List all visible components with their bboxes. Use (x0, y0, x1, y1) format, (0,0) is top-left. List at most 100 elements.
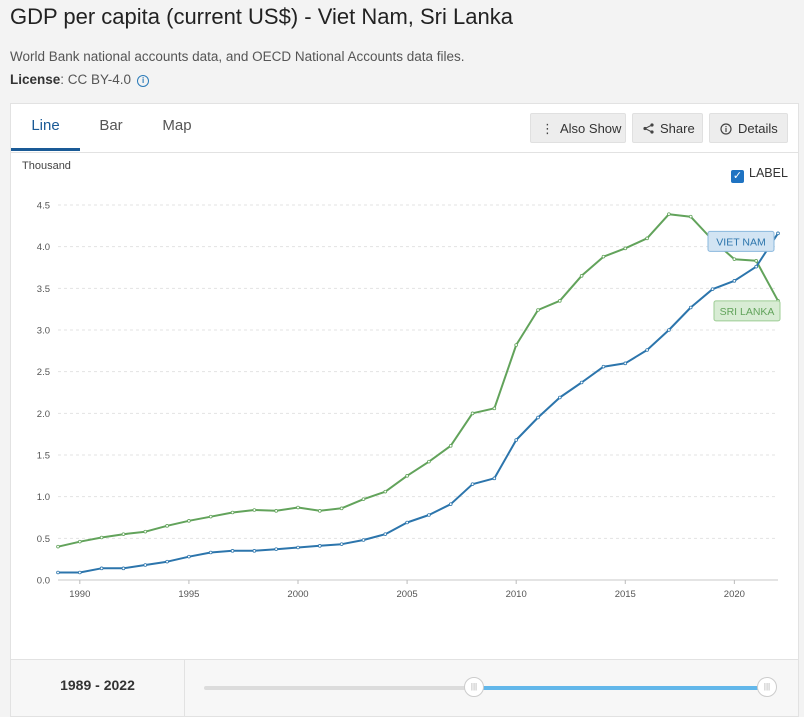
share-button[interactable]: Share (632, 113, 703, 143)
data-point (645, 348, 649, 352)
data-point (78, 570, 82, 575)
details-button[interactable]: Details (709, 113, 788, 143)
data-point (536, 415, 540, 420)
tab-line[interactable]: Line (11, 104, 80, 151)
data-point (710, 287, 715, 291)
data-point (405, 520, 409, 525)
data-point (143, 529, 148, 534)
data-point (558, 299, 562, 303)
y-tick-label: 0.0 (37, 576, 50, 587)
data-point (99, 535, 104, 540)
share-icon (643, 114, 654, 144)
label-toggle-text: LABEL (749, 166, 788, 180)
data-point (187, 519, 191, 523)
data-point (339, 542, 344, 546)
x-tick-label: 2010 (506, 589, 527, 600)
data-point (667, 212, 671, 216)
more-vertical-icon: ⋮ (541, 121, 554, 136)
data-point (318, 544, 322, 548)
range-start: 1989 (60, 677, 92, 693)
data-point (274, 509, 278, 513)
data-point (318, 509, 322, 513)
data-point (208, 514, 213, 519)
data-point (688, 305, 693, 310)
data-point (187, 554, 191, 559)
data-point (579, 274, 584, 278)
series-label-box (713, 300, 781, 322)
also-show-button[interactable]: ⋮ Also Show (530, 113, 626, 143)
data-point (754, 264, 758, 269)
data-point (383, 489, 388, 494)
license-label: License (10, 72, 61, 87)
x-tick-label: 1990 (69, 589, 90, 600)
details-label: Details (738, 121, 778, 136)
data-point (208, 550, 213, 555)
source-note: World Bank national accounts data, and O… (10, 49, 465, 64)
data-point (579, 380, 584, 385)
range-separator: - (91, 677, 104, 693)
data-point (361, 538, 366, 542)
data-point (78, 539, 82, 544)
data-point (732, 257, 737, 261)
data-point (56, 544, 60, 549)
y-tick-label: 3.5 (37, 284, 50, 295)
range-end: 2022 (103, 677, 135, 693)
label-toggle[interactable]: ✓ LABEL (731, 166, 788, 183)
data-point (274, 547, 278, 551)
range-slider-fill (474, 686, 769, 690)
data-point (121, 566, 126, 571)
x-tick-label: 2015 (615, 589, 636, 600)
data-point (230, 549, 235, 553)
data-point (732, 279, 737, 283)
y-axis-unit: Thousand (22, 160, 71, 172)
y-tick-label: 4.5 (37, 201, 50, 212)
data-point (165, 524, 169, 528)
data-point (470, 411, 475, 416)
tab-map[interactable]: Map (162, 117, 192, 134)
info-icon[interactable]: i (137, 75, 150, 87)
series-label: SRI LANKA (720, 306, 775, 318)
data-point (514, 438, 518, 442)
data-point (558, 395, 562, 400)
data-point (448, 444, 453, 448)
chart-tabs: Line Bar Map ⋮ Also Show Share Details (11, 104, 798, 153)
also-show-label: Also Show (560, 121, 622, 136)
data-point (143, 563, 148, 567)
license-line: License: CC BY-4.0 i (10, 72, 150, 87)
data-point (754, 259, 758, 263)
page-title: GDP per capita (current US$) - Viet Nam,… (10, 4, 513, 29)
y-tick-label: 2.5 (37, 367, 50, 378)
data-point (383, 532, 388, 536)
label-checkbox[interactable]: ✓ (731, 170, 744, 183)
data-point (56, 570, 60, 575)
data-point (405, 474, 409, 478)
data-point (514, 343, 518, 347)
data-point (121, 532, 126, 536)
y-tick-label: 3.0 (37, 326, 50, 337)
data-point (623, 246, 628, 251)
y-tick-label: 4.0 (37, 242, 50, 253)
data-point (623, 361, 628, 366)
x-tick-label: 2005 (397, 589, 418, 600)
series-line-viet-nam (58, 232, 779, 574)
series-line-sri-lanka (57, 213, 779, 548)
data-point (99, 566, 104, 571)
data-point (601, 254, 606, 259)
x-tick-label: 2000 (287, 589, 308, 600)
series-label-box (707, 230, 775, 252)
data-point (252, 508, 257, 512)
y-tick-label: 1.5 (37, 451, 50, 462)
data-point (492, 406, 497, 411)
data-point (230, 510, 235, 515)
range-start-handle[interactable]: ||| (464, 677, 484, 697)
data-point (427, 513, 431, 517)
data-point (427, 459, 431, 464)
range-end-handle[interactable]: ||| (757, 677, 777, 697)
data-point (252, 549, 257, 553)
data-point (536, 308, 540, 312)
series-label: VIET NAM (716, 236, 765, 248)
data-point (492, 476, 497, 481)
tab-bar[interactable]: Bar (99, 117, 123, 134)
range-slider-track[interactable]: ||| ||| (204, 677, 777, 697)
line-chart: 0.0 0.5 1.0 1.5 2.0 2.5 3.0 3.5 4.0 4.5 1990 1995 20… (37, 201, 781, 600)
